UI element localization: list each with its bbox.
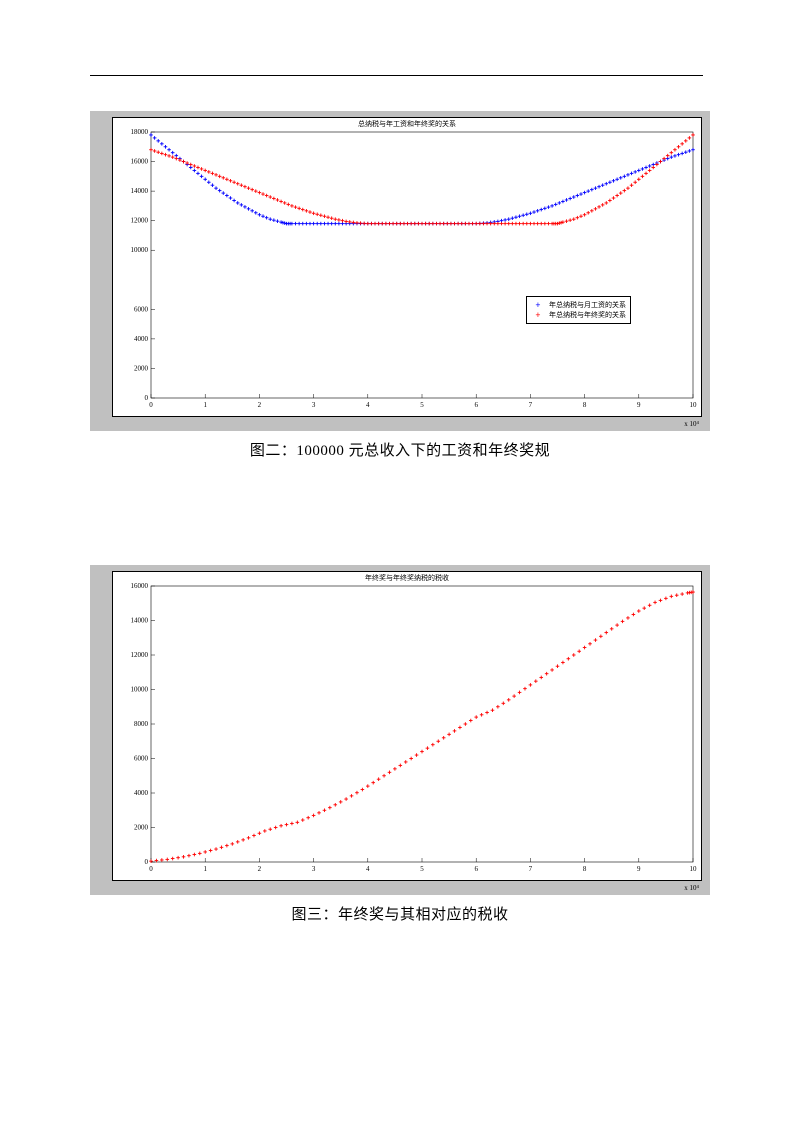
svg-text:2000: 2000 [134, 824, 149, 832]
figure-1-caption: 图二：100000 元总收入下的工资和年终奖规 [90, 439, 710, 460]
legend-item: +年总纳税与月工资的关系 [531, 300, 626, 310]
svg-text:0: 0 [149, 865, 153, 873]
svg-text:9: 9 [637, 865, 641, 873]
legend-item: +年总纳税与年终奖的关系 [531, 310, 626, 320]
figure-1-wrap: 总纳税与年工资和年终奖的关系 0123456789100200040006000… [90, 111, 710, 460]
svg-text:8000: 8000 [134, 720, 149, 728]
svg-text:3: 3 [312, 401, 316, 409]
svg-text:4: 4 [366, 865, 370, 873]
svg-text:7: 7 [529, 401, 533, 409]
svg-text:2: 2 [258, 401, 262, 409]
svg-text:10: 10 [690, 865, 698, 873]
svg-text:18000: 18000 [131, 128, 149, 136]
svg-text:14000: 14000 [131, 187, 149, 195]
svg-text:16000: 16000 [131, 582, 149, 590]
svg-text:8: 8 [583, 865, 587, 873]
svg-text:3: 3 [312, 865, 316, 873]
svg-text:12000: 12000 [131, 217, 149, 225]
svg-text:5: 5 [420, 401, 424, 409]
svg-text:0: 0 [145, 394, 149, 402]
figure-2-wrap: 年终奖与年终奖纳税的税收 012345678910020004000600080… [90, 565, 710, 924]
svg-text:1: 1 [203, 865, 207, 873]
svg-text:5: 5 [420, 865, 424, 873]
figure-1: 总纳税与年工资和年终奖的关系 0123456789100200040006000… [90, 111, 710, 431]
document-page: 总纳税与年工资和年终奖的关系 0123456789100200040006000… [0, 0, 793, 1122]
svg-text:14000: 14000 [131, 617, 149, 625]
figure-2-plot-area: 年终奖与年终奖纳税的税收 012345678910020004000600080… [112, 571, 702, 881]
svg-text:7: 7 [529, 865, 533, 873]
svg-text:12000: 12000 [131, 651, 149, 659]
svg-text:1: 1 [203, 401, 207, 409]
figure-2-xscale: x 10⁴ [684, 884, 699, 892]
horizontal-rule [90, 75, 703, 76]
figure-2-svg: 0 1 2 3 4 5 6 7 8 9 10 0 2000 4000 6000 8000 10000 12000 1… [113, 572, 701, 880]
svg-text:8: 8 [583, 401, 587, 409]
svg-text:6: 6 [474, 865, 478, 873]
figure-1-xscale: x 10⁴ [684, 420, 699, 428]
svg-text:0: 0 [149, 401, 153, 409]
figure-1-svg: 0 1 2 3 4 5 6 7 8 9 10 0 2000 4000 6000 10000 12000 14000… [113, 118, 701, 416]
figure-2-caption: 图三：年终奖与其相对应的税收 [90, 903, 710, 924]
svg-text:2: 2 [258, 865, 262, 873]
svg-text:10000: 10000 [131, 246, 149, 254]
svg-text:6000: 6000 [134, 755, 149, 763]
svg-text:4000: 4000 [134, 335, 149, 343]
figure-2: 年终奖与年终奖纳税的税收 012345678910020004000600080… [90, 565, 710, 895]
svg-text:4: 4 [366, 401, 370, 409]
figure-1-legend: +年总纳税与月工资的关系+年总纳税与年终奖的关系 [526, 296, 631, 324]
svg-text:2000: 2000 [134, 364, 149, 372]
figure-1-plot-area: 总纳税与年工资和年终奖的关系 0123456789100200040006000… [112, 117, 702, 417]
svg-text:9: 9 [637, 401, 641, 409]
svg-text:10000: 10000 [131, 686, 149, 694]
svg-text:0: 0 [145, 858, 149, 866]
svg-text:4000: 4000 [134, 789, 149, 797]
svg-text:6000: 6000 [134, 305, 149, 313]
svg-text:10: 10 [690, 401, 698, 409]
svg-text:6: 6 [474, 401, 478, 409]
svg-text:16000: 16000 [131, 158, 149, 166]
